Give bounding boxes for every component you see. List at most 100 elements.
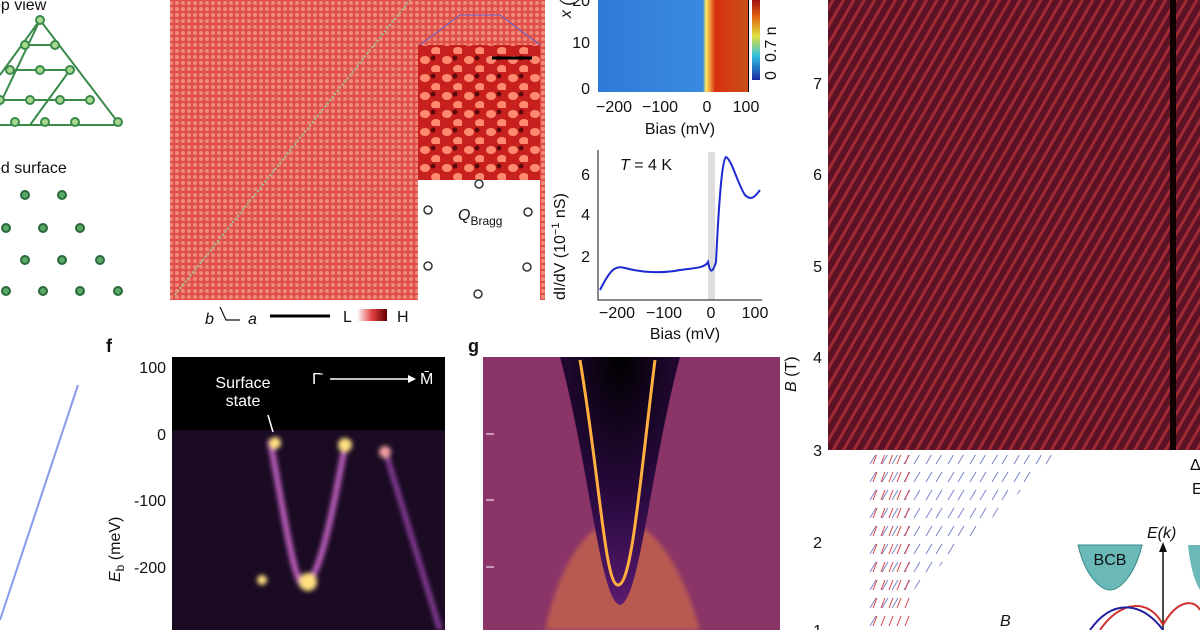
bcb-label: BCB — [1094, 552, 1127, 569]
inset-zoom — [418, 45, 540, 180]
x-tick-label: 0 — [707, 305, 716, 322]
ek-label: E(k) — [1147, 525, 1176, 542]
g-ticks — [486, 433, 494, 568]
gamma-label: Γ̄ — [312, 371, 324, 388]
q-sub: Bragg — [470, 214, 502, 228]
color-scale — [357, 309, 387, 321]
y-tick-label: 6 — [581, 167, 590, 184]
colorbar-max: 0.7 n — [763, 26, 780, 62]
f-y-label: Eb (meV) — [107, 517, 127, 582]
bragg-peaks — [423, 179, 533, 299]
d-axes — [597, 150, 762, 301]
y-tick-label: -100 — [134, 493, 166, 510]
f-y-sub: b — [113, 564, 127, 571]
arpes-noise — [172, 430, 445, 630]
q-label: QBragg — [458, 207, 502, 228]
d-xticks: −200 −100 0 100 — [599, 305, 768, 322]
blue-line — [0, 384, 79, 621]
x-tick-label: 100 — [742, 305, 769, 322]
x-tick-label: −100 — [646, 305, 682, 322]
y-tick-label: 6 — [813, 167, 822, 184]
zoom-lines — [419, 14, 541, 46]
f-y-var: E — [107, 571, 124, 582]
y-tick-label: -200 — [134, 560, 166, 577]
low-label: L — [343, 309, 352, 326]
band-blue — [1089, 606, 1164, 630]
d-x-label: Bias (mV) — [650, 326, 720, 343]
y-tick-label: 20 — [572, 0, 590, 10]
delta-label: Δ — [1190, 457, 1200, 474]
lattice-top — [0, 15, 123, 127]
y-tick-label: 10 — [572, 35, 590, 52]
d-y-a: dI/dV (10 — [552, 235, 569, 300]
ss-2: state — [226, 393, 261, 410]
axis-a: a — [248, 311, 257, 328]
h-yticks: 7 6 5 4 3 2 1 — [813, 76, 822, 630]
y-tick-label: 2 — [813, 535, 822, 552]
b-field: B — [1000, 613, 1011, 630]
ek-arrowhead — [1159, 542, 1167, 552]
t-rest: = 4 K — [630, 157, 673, 174]
surface-label: ed surface — [0, 160, 67, 177]
panel-letter: g — [468, 336, 479, 356]
surface-band — [578, 359, 657, 587]
y-tick-label: 3 — [813, 443, 822, 460]
y-tick-label: 1 — [813, 623, 822, 630]
domain-line — [174, 0, 411, 296]
c-yticks: 20 10 0 — [572, 0, 590, 98]
gap-band — [708, 152, 715, 300]
heatmap — [598, 0, 748, 92]
c-xticks: −200 −100 0 100 — [596, 99, 759, 116]
bcb-cone-2 — [1188, 545, 1200, 590]
x-tick-label: 0 — [703, 99, 712, 116]
d-y-sup: −1 — [550, 223, 562, 236]
band-red — [1099, 602, 1200, 630]
c-y-label: x ( — [558, 0, 575, 19]
colorbar — [752, 0, 760, 80]
d-y-b: nS) — [552, 193, 569, 222]
ll-segments-blue — [870, 455, 1060, 630]
high-label: H — [397, 309, 409, 326]
bcb-cone — [1077, 544, 1143, 591]
ll-map — [828, 0, 1200, 450]
x-tick-label: 100 — [733, 99, 760, 116]
y-tick-label: 0 — [581, 81, 590, 98]
y-tick-label: 7 — [813, 76, 822, 93]
ss-1: Surface — [215, 375, 270, 392]
y-tick-label: 4 — [581, 207, 590, 224]
h-y-label: B (T) — [783, 356, 800, 392]
x-tick-label: −200 — [599, 305, 635, 322]
axis-arrows — [219, 306, 240, 321]
surface-state-label: Surface state — [215, 375, 270, 410]
fft-inset — [418, 180, 540, 300]
x-tick-label: −200 — [596, 99, 632, 116]
colorbar-min: 0 — [763, 71, 780, 80]
h-y-var: B — [783, 381, 800, 392]
x-tick-label: −100 — [642, 99, 678, 116]
temp-label: T = 4 K — [620, 157, 672, 174]
k-arrowhead — [408, 375, 416, 383]
q: Q — [458, 207, 470, 224]
e-label: E — [1192, 481, 1200, 498]
y-tick-label: 0 — [157, 427, 166, 444]
y-tick-label: 2 — [581, 249, 590, 266]
didv-curve — [599, 155, 761, 291]
y-tick-label: 100 — [139, 360, 166, 377]
lattice-surface — [1, 190, 123, 296]
d-yticks: 2 4 6 — [581, 167, 590, 266]
f-y-unit: (meV) — [107, 517, 124, 565]
f-yticks: 100 0 -100 -200 — [134, 360, 166, 577]
h-y-unit: (T) — [783, 356, 800, 381]
m-label: M̄ — [420, 371, 433, 388]
y-tick-label: 5 — [813, 259, 822, 276]
d-y-label: dI/dV (10−1 nS) — [550, 193, 569, 300]
annotation-arrow — [267, 414, 274, 433]
arpes-bands — [257, 437, 443, 630]
axis-b: b — [205, 311, 214, 328]
y-tick-label: 4 — [813, 350, 822, 367]
ll-edge — [1170, 0, 1176, 450]
top-view-label: op view — [0, 0, 47, 14]
panel-letter: f — [106, 336, 113, 356]
